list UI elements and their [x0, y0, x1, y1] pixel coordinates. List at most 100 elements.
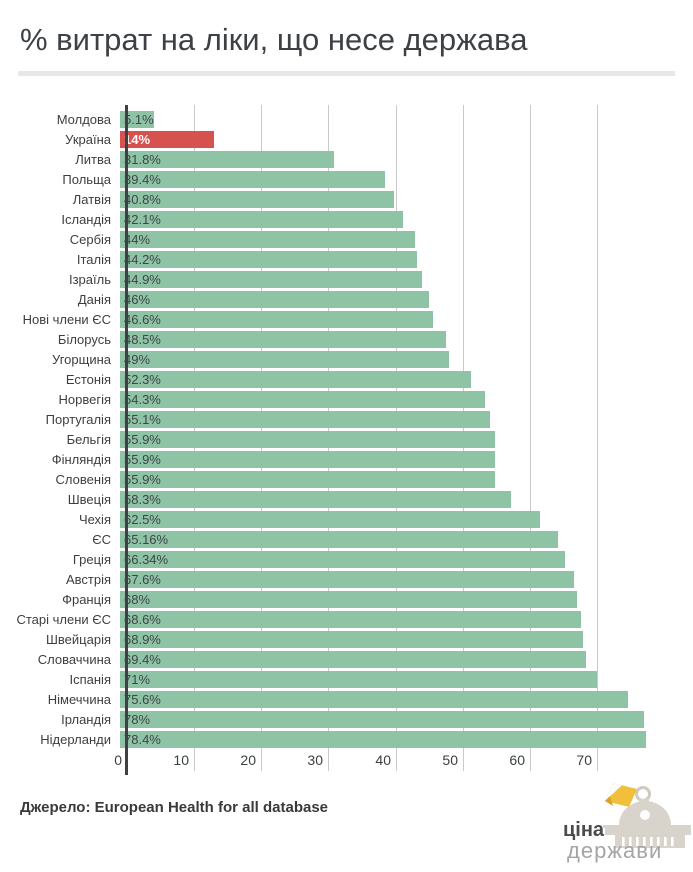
category-label: ЄС: [92, 531, 111, 547]
bar-row: Іспанія 71%: [0, 669, 693, 689]
bar-value-label: 68%: [124, 591, 151, 607]
bar: 55.9%: [120, 470, 496, 488]
category-label: Данія: [77, 291, 111, 307]
bar-row: Словаччина 69.4%: [0, 649, 693, 669]
bar-value-label: 31.8%: [124, 151, 161, 167]
category-label: Австрія: [65, 571, 111, 587]
bar-row: Латвія 40.8%: [0, 189, 693, 209]
bar-row: Данія 46%: [0, 289, 693, 309]
bar-cell: 5.1%: [119, 110, 693, 128]
bar-value-label: 69.4%: [124, 651, 161, 667]
bar-row: Старі члени ЄС 68.6%: [0, 609, 693, 629]
bar-row: Молдова 5.1%: [0, 109, 693, 129]
footer: Джерело: European Health for all databas…: [0, 775, 693, 865]
category-label: Швеція: [67, 491, 111, 507]
category-label: Україна: [65, 131, 111, 147]
bar-cell: 62.5%: [119, 510, 693, 528]
bar-cell: 67.6%: [119, 570, 693, 588]
bar: 68.9%: [120, 630, 583, 648]
bar-cell: 66.34%: [119, 550, 693, 568]
bar: 44.2%: [120, 250, 417, 268]
bar-value-label: 48.5%: [124, 331, 161, 347]
bar-cell: 68.9%: [119, 630, 693, 648]
category-label: Італія: [76, 251, 111, 267]
category-label: Нові члени ЄС: [22, 311, 111, 327]
bar-row: Австрія 67.6%: [0, 569, 693, 589]
bar: 68.6%: [120, 610, 581, 628]
bar-value-label: 40.8%: [124, 191, 161, 207]
bar: 5.1%: [120, 110, 155, 128]
bar-value-label: 42.1%: [124, 211, 161, 227]
bar-value-label: 67.6%: [124, 571, 161, 587]
category-label: Словенія: [55, 471, 111, 487]
bar-cell: 54.3%: [119, 390, 693, 408]
bar-cell: 55.1%: [119, 410, 693, 428]
bar-cell: 69.4%: [119, 650, 693, 668]
bar-value-label: 66.34%: [124, 551, 169, 567]
category-label: Німеччина: [47, 691, 111, 707]
bar-value-label: 54.3%: [124, 391, 161, 407]
bar-row: Швеція 58.3%: [0, 489, 693, 509]
bar-cell: 44.2%: [119, 250, 693, 268]
bar: 71%: [120, 670, 597, 688]
bar: 67.6%: [120, 570, 574, 588]
bar-value-label: 44.9%: [124, 271, 161, 287]
bar-value-label: 71%: [124, 671, 151, 687]
axis-tick-label: 40: [375, 752, 391, 768]
bar-value-label: 68.6%: [124, 611, 161, 627]
bar-cell: 49%: [119, 350, 693, 368]
category-label: Ірландія: [61, 711, 111, 727]
gridline: [597, 105, 598, 749]
bar-cell: 48.5%: [119, 330, 693, 348]
bar-value-label: 39.4%: [124, 171, 161, 187]
category-label: Фінляндія: [51, 451, 111, 467]
bar: 39.4%: [120, 170, 385, 188]
bar-row: Україна 14%: [0, 129, 693, 149]
category-label: Молдова: [56, 111, 111, 127]
bar-value-label: 44%: [124, 231, 151, 247]
bar-row: Білорусь 48.5%: [0, 329, 693, 349]
x-axis: 0 10 20 30 40 50 60 70: [0, 749, 693, 775]
bar-cell: 58.3%: [119, 490, 693, 508]
bar: 68%: [120, 590, 577, 608]
bar-row: Фінляндія 55.9%: [0, 449, 693, 469]
category-label: Старі члени ЄС: [16, 611, 111, 627]
bar: 69.4%: [120, 650, 586, 668]
bar: 75.6%: [120, 690, 628, 708]
bar-value-label: 5.1%: [124, 111, 154, 127]
axis-tick-label: 20: [240, 752, 256, 768]
bar: 55.1%: [120, 410, 490, 428]
bar-value-label: 58.3%: [124, 491, 161, 507]
category-label: Естонія: [65, 371, 111, 387]
axis-tick-label: 60: [509, 752, 525, 768]
bar-value-label: 46.6%: [124, 311, 161, 327]
bar-cell: 14%: [119, 130, 693, 148]
bar-row: Литва 31.8%: [0, 149, 693, 169]
axis-tick: [194, 749, 195, 771]
bar-cell: 44%: [119, 230, 693, 248]
bar-row: Ірландія 78%: [0, 709, 693, 729]
bar-value-label: 55.9%: [124, 471, 161, 487]
source-text: Джерело: European Health for all databas…: [20, 799, 329, 816]
bar: 58.3%: [120, 490, 512, 508]
bar-value-label: 75.6%: [124, 691, 161, 707]
bar-row: Німеччина 75.6%: [0, 689, 693, 709]
bar-cell: 42.1%: [119, 210, 693, 228]
bar-cell: 52.3%: [119, 370, 693, 388]
bar: 55.9%: [120, 450, 496, 468]
bar-cell: 75.6%: [119, 690, 693, 708]
gridline: [530, 105, 531, 749]
bar: 78%: [120, 710, 644, 728]
axis-tick: [396, 749, 397, 771]
page: % витрат на ліки, що несе держава Молдов…: [0, 22, 693, 872]
bar: 49%: [120, 350, 449, 368]
category-label: Нідерланди: [40, 731, 111, 747]
category-label: Білорусь: [57, 331, 111, 347]
bar: 46%: [120, 290, 429, 308]
bar-value-label: 44.2%: [124, 251, 161, 267]
bar-row: Нідерланди 78.4%: [0, 729, 693, 749]
bar-cell: 31.8%: [119, 150, 693, 168]
bar-row: Польща 39.4%: [0, 169, 693, 189]
bar: 78.4%: [120, 730, 647, 748]
bar-row: Швейцарія 68.9%: [0, 629, 693, 649]
